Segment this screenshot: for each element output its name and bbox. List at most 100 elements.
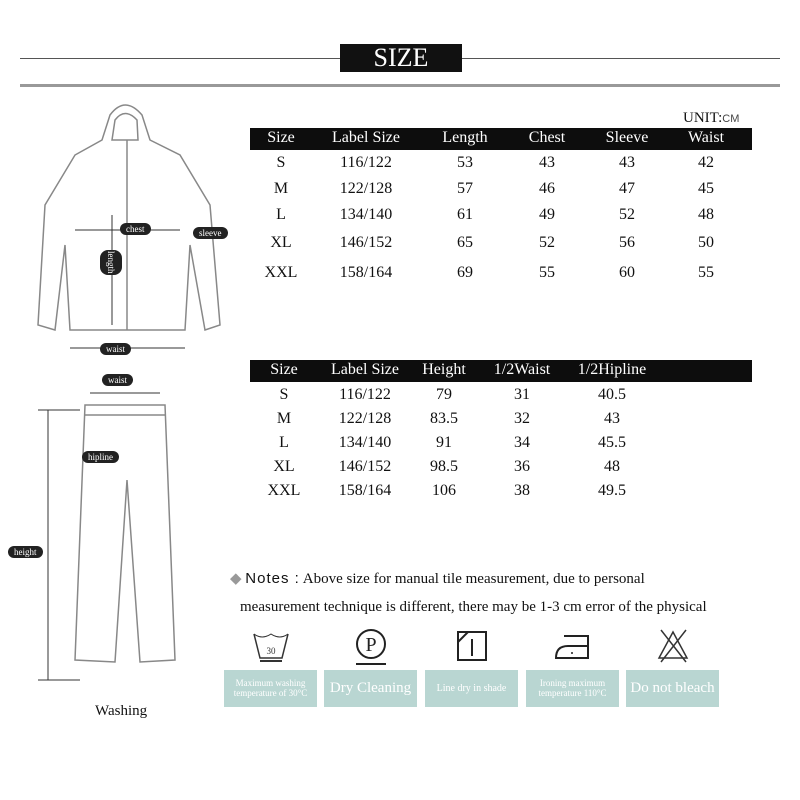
table-row: L 134/140 91 34 45.5 <box>250 430 752 454</box>
pants-drawing <box>38 392 176 681</box>
table-cell: 116/122 <box>340 154 392 171</box>
column-header: Label Size <box>332 129 400 146</box>
table-cell: 98.5 <box>430 458 458 475</box>
table-cell: 32 <box>514 410 530 427</box>
unit-text: UNIT: <box>683 110 723 126</box>
pants-waist-label: waist <box>102 374 133 386</box>
divider <box>462 58 780 59</box>
table-cell: 48 <box>604 458 620 475</box>
table-cell: 47 <box>619 180 635 197</box>
table-cell: L <box>276 206 286 223</box>
table-cell: M <box>276 410 292 427</box>
divider <box>20 84 780 87</box>
table-cell: XL <box>273 458 295 475</box>
table-cell: 61 <box>457 206 473 223</box>
table-cell: 45 <box>698 180 714 197</box>
table-cell: S <box>279 386 289 403</box>
column-header: 1/2Waist <box>493 361 551 378</box>
table-cell: M <box>273 180 289 197</box>
table-cell: 106 <box>432 482 456 499</box>
height-label: height <box>8 546 43 558</box>
table-cell: 46 <box>539 180 555 197</box>
care-box-ironing: Ironing maximum temperature 110°C <box>526 670 619 707</box>
table-cell: 79 <box>436 386 452 403</box>
washing-label: Washing <box>95 703 148 719</box>
care-box-dry-cleaning: Dry Cleaning <box>324 670 417 707</box>
table-cell: 56 <box>619 234 635 251</box>
table-cell: 31 <box>514 386 530 403</box>
table-cell: 91 <box>436 434 452 451</box>
notes-line-2: measurement technique is different, ther… <box>240 599 707 615</box>
table-cell: 158/164 <box>339 264 393 281</box>
column-header: Length <box>442 129 488 146</box>
table-row: XXL 158/164 106 38 49.5 <box>250 478 752 502</box>
table-cell: 43 <box>604 410 620 427</box>
column-header: Size <box>267 129 295 146</box>
table-cell: 134/140 <box>339 206 393 223</box>
chest-label: chest <box>120 223 151 235</box>
divider <box>20 58 340 59</box>
notes-label: Notes : <box>245 570 300 587</box>
sleeve-label: sleeve <box>193 227 228 239</box>
table-cell: 122/128 <box>339 180 393 197</box>
line-dry-shade-icon <box>457 631 487 661</box>
table-cell: 83.5 <box>430 410 458 427</box>
table-row: M 122/128 57 46 47 45 <box>250 176 752 202</box>
notes-text: Above size for manual tile measurement, … <box>302 571 645 587</box>
table-row: XL 146/152 65 52 56 50 <box>250 230 752 260</box>
unit-label: UNIT:CM <box>683 110 739 127</box>
column-header: Height <box>422 361 466 378</box>
notes-line-1: ◆ Notes : Above size for manual tile mea… <box>230 570 645 587</box>
table-cell: XXL <box>264 264 298 281</box>
table-row: XXL 158/164 69 55 60 55 <box>250 260 752 290</box>
table-cell: 52 <box>539 234 555 251</box>
table-cell: 146/152 <box>339 234 393 251</box>
wash-30-icon: 30 <box>253 633 289 662</box>
table-cell: 52 <box>619 206 635 223</box>
table-header: Size Label Size Length Chest Sleeve Waist <box>250 128 752 150</box>
care-box-line-dry: Line dry in shade <box>425 670 518 707</box>
unit-value: CM <box>722 113 740 125</box>
page-title: SIZE <box>340 44 462 72</box>
dry-clean-p-icon: P <box>356 629 386 665</box>
table-cell: 34 <box>514 434 530 451</box>
length-label: length <box>100 250 122 275</box>
svg-text:30: 30 <box>267 646 277 656</box>
table-cell: 49 <box>539 206 555 223</box>
bottom-size-table: Size Label Size Height 1/2Waist 1/2Hipline S 1… <box>250 360 752 502</box>
table-cell: 42 <box>698 154 714 171</box>
table-cell: XXL <box>267 482 301 499</box>
care-box-washing: Maximum washing temperature of 30°C <box>224 670 317 707</box>
table-cell: 60 <box>619 264 635 281</box>
table-cell: 55 <box>539 264 555 281</box>
table-cell: XL <box>270 234 292 251</box>
table-header: Size Label Size Height 1/2Waist 1/2Hipline <box>250 360 752 382</box>
table-cell: 122/128 <box>338 410 392 427</box>
table-cell: 65 <box>457 234 473 251</box>
table-cell: S <box>276 154 286 171</box>
table-cell: 38 <box>514 482 530 499</box>
table-row: S 116/122 53 43 43 42 <box>250 150 752 176</box>
column-header: 1/2Hipline <box>577 361 647 378</box>
table-cell: 36 <box>514 458 530 475</box>
table-cell: 57 <box>457 180 473 197</box>
table-cell: 55 <box>698 264 714 281</box>
table-cell: 146/152 <box>338 458 392 475</box>
table-row: XL 146/152 98.5 36 48 <box>250 454 752 478</box>
column-header: Sleeve <box>605 129 649 146</box>
column-header: Size <box>270 361 298 378</box>
table-cell: 69 <box>457 264 473 281</box>
table-cell: 40.5 <box>598 386 626 403</box>
table-cell: 49.5 <box>598 482 626 499</box>
table-cell: 134/140 <box>338 434 392 451</box>
iron-low-icon <box>554 635 589 659</box>
column-header: Waist <box>687 129 725 146</box>
table-row: L 134/140 61 49 52 48 <box>250 202 752 230</box>
hipline-label: hipline <box>82 451 119 463</box>
column-header: Chest <box>528 129 566 146</box>
table-row: M 122/128 83.5 32 43 <box>250 406 752 430</box>
table-cell: 43 <box>619 154 635 171</box>
table-cell: 116/122 <box>339 386 391 403</box>
table-cell: 158/164 <box>338 482 392 499</box>
